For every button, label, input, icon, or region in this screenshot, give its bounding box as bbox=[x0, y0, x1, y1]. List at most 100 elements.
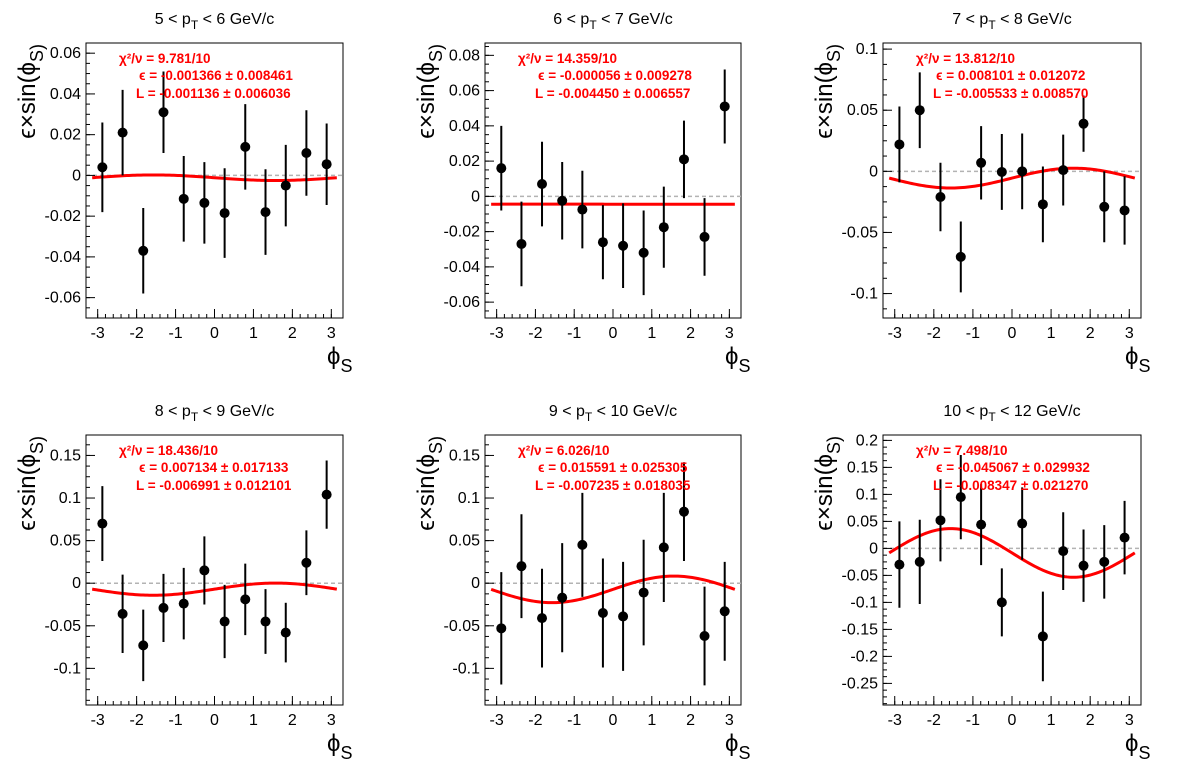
data-point bbox=[699, 231, 710, 242]
data-point bbox=[658, 222, 669, 233]
y-tick-label: 0.15 bbox=[449, 447, 480, 464]
data-point bbox=[618, 611, 629, 622]
x-axis-label: ϕS​ bbox=[725, 730, 750, 763]
panel-title: 10 < pT​ < 12 GeV/c bbox=[943, 403, 1080, 424]
data-point bbox=[1017, 518, 1028, 529]
data-point bbox=[117, 608, 128, 619]
data-point bbox=[894, 559, 905, 570]
y-tick-label: -0.02 bbox=[444, 224, 481, 241]
x-axis-label: ϕS​ bbox=[1125, 343, 1150, 376]
y-tick-label: -0.25 bbox=[842, 675, 879, 692]
stat-chi2: χ²/ν = 14.359/10 bbox=[518, 51, 617, 66]
y-tick-label: 0.15 bbox=[50, 447, 81, 464]
y-tick-label: -0.04 bbox=[444, 259, 481, 276]
stat-offset: L = -0.001136 ± 0.006036 bbox=[136, 86, 291, 101]
x-tick-label: -3 bbox=[490, 712, 504, 729]
data-point bbox=[537, 613, 548, 624]
x-tick-label: 2 bbox=[686, 712, 695, 729]
data-point bbox=[914, 556, 925, 567]
data-point bbox=[658, 542, 669, 553]
data-point bbox=[955, 251, 966, 262]
data-point bbox=[321, 489, 332, 500]
data-point bbox=[301, 557, 312, 568]
y-axis-label: ϵ×sin(ϕS)​ bbox=[413, 436, 446, 531]
data-point bbox=[219, 208, 230, 219]
plot-frame bbox=[85, 434, 344, 706]
x-tick-label: 3 bbox=[327, 712, 336, 729]
x-tick-label: -2 bbox=[130, 712, 144, 729]
data-point bbox=[1058, 165, 1069, 176]
x-tick-label: -3 bbox=[490, 325, 504, 342]
y-axis-label: ϵ×sin(ϕS)​ bbox=[413, 44, 446, 139]
data-point bbox=[618, 240, 629, 251]
x-tick-label: 0 bbox=[1008, 712, 1017, 729]
y-tick-label: -0.2 bbox=[850, 648, 878, 665]
y-tick-label: -0.04 bbox=[45, 249, 82, 266]
y-tick-label: 0 bbox=[471, 188, 480, 205]
x-tick-label: 2 bbox=[686, 325, 695, 342]
x-tick-label: -1 bbox=[966, 712, 980, 729]
y-tick-label: -0.1 bbox=[850, 594, 878, 611]
panel-title: 8 < pT​ < 9 GeV/c bbox=[155, 403, 274, 424]
y-tick-label: 0.04 bbox=[449, 118, 480, 135]
x-tick-label: 2 bbox=[1086, 712, 1095, 729]
data-point bbox=[1037, 199, 1048, 210]
y-tick-label: 0.08 bbox=[449, 47, 480, 64]
plot-frame bbox=[484, 42, 742, 319]
fit-curve bbox=[490, 574, 736, 605]
fit-curve bbox=[888, 166, 1136, 190]
y-axis-label: ϵ×sin(ϕS)​ bbox=[811, 44, 844, 139]
y-tick-label: 0.05 bbox=[50, 533, 81, 550]
x-tick-label: -3 bbox=[888, 712, 902, 729]
x-tick-label: 3 bbox=[327, 325, 336, 342]
y-tick-label: 0 bbox=[869, 540, 878, 557]
x-tick-label: -2 bbox=[130, 325, 144, 342]
x-axis-label: ϕS​ bbox=[327, 343, 352, 376]
stat-chi2: χ²/ν = 7.498/10 bbox=[916, 443, 1007, 458]
data-point bbox=[280, 627, 291, 638]
stat-chi2: χ²/ν = 9.781/10 bbox=[119, 51, 210, 66]
stat-offset: L = -0.007235 ± 0.018035 bbox=[535, 478, 691, 493]
data-point bbox=[976, 157, 987, 168]
data-point bbox=[935, 192, 946, 202]
data-point bbox=[1017, 166, 1028, 177]
fit-curve bbox=[91, 581, 338, 597]
fit-curve bbox=[92, 173, 337, 182]
panel-5: 9 < pT​ < 10 GeV/c -3 -2 -1 0 1 2 3 -0.1 -0.05 0 0.… bbox=[413, 403, 750, 763]
x-tick-label: -3 bbox=[91, 325, 105, 342]
data-point bbox=[894, 139, 905, 150]
data-point bbox=[577, 204, 588, 215]
data-point bbox=[557, 592, 568, 603]
data-point bbox=[577, 539, 588, 550]
x-tick-label: 1 bbox=[1047, 325, 1056, 342]
stat-chi2: χ²/ν = 6.026/10 bbox=[518, 443, 609, 458]
data-point bbox=[1119, 205, 1130, 216]
x-tick-label: 2 bbox=[288, 712, 297, 729]
x-tick-label: -2 bbox=[528, 712, 542, 729]
data-point bbox=[719, 101, 730, 112]
stat-epsilon: ϵ = 0.008101 ± 0.012072 bbox=[936, 68, 1085, 83]
x-tick-label: 1 bbox=[249, 325, 258, 342]
y-tick-label: 0.05 bbox=[449, 533, 480, 550]
stat-epsilon: ϵ = 0.015591 ± 0.025305 bbox=[538, 460, 688, 475]
y-tick-label: 0 bbox=[869, 163, 878, 180]
data-point bbox=[1078, 560, 1089, 571]
y-tick-label: 0 bbox=[72, 167, 81, 184]
data-point bbox=[219, 616, 230, 627]
stat-epsilon: ϵ = -0.045067 ± 0.029932 bbox=[936, 460, 1090, 475]
y-axis-label: ϵ×sin(ϕS)​ bbox=[14, 44, 47, 139]
stat-chi2: χ²/ν = 13.812/10 bbox=[916, 51, 1015, 66]
stat-offset: L = -0.006991 ± 0.012101 bbox=[136, 478, 292, 493]
x-tick-label: -3 bbox=[91, 712, 105, 729]
data-point bbox=[678, 154, 689, 165]
panel-2: 6 < pT​ < 7 GeV/c -3 -2 -1 0 1 2 3 -0.06 -0.04 -0.… bbox=[413, 11, 750, 376]
x-tick-label: 0 bbox=[210, 325, 219, 342]
y-tick-label: 0.06 bbox=[50, 45, 81, 62]
y-tick-label: 0 bbox=[72, 575, 81, 592]
y-tick-label: 0.06 bbox=[449, 83, 480, 100]
y-tick-label: 0.02 bbox=[449, 153, 480, 170]
data-point bbox=[638, 247, 649, 258]
y-tick-label: 0.04 bbox=[50, 86, 81, 103]
data-point bbox=[1058, 546, 1069, 557]
